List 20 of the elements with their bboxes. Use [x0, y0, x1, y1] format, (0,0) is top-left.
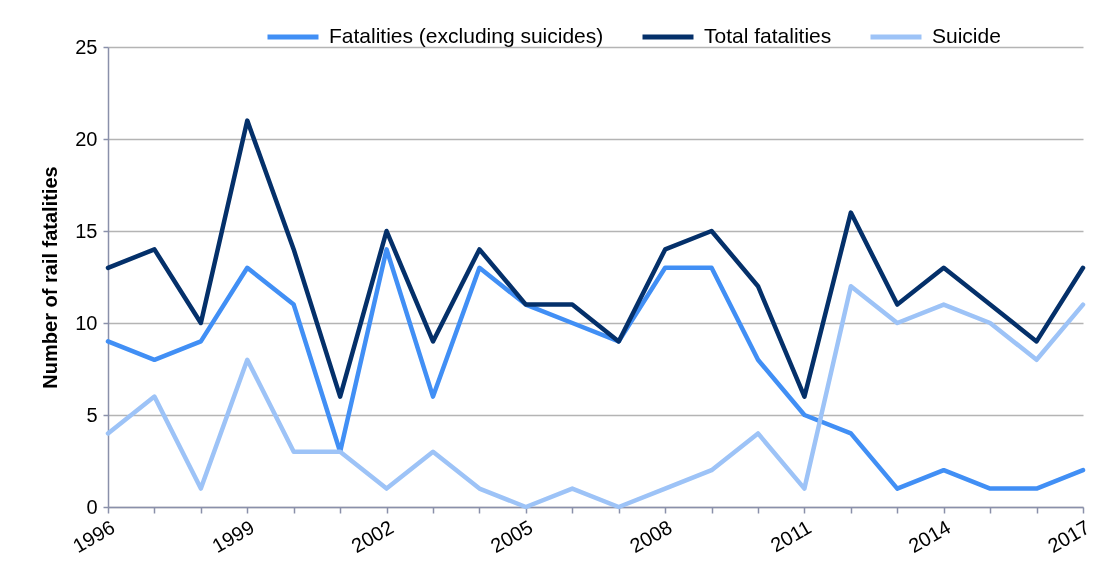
y-tick-label: 25 — [75, 35, 98, 58]
x-tick-label: 2008 — [626, 515, 676, 558]
x-tick-label: 2005 — [486, 515, 537, 558]
legend-label: Fatalities (excluding suicides) — [329, 24, 604, 47]
y-tick-label: 0 — [86, 495, 98, 518]
x-tick-label: 2002 — [347, 515, 398, 558]
x-tick-label: 2011 — [766, 515, 815, 557]
line-series — [105, 247, 1086, 491]
y-axis-title: Number of rail fatalities — [39, 166, 62, 389]
y-tick-label: 15 — [75, 219, 98, 242]
y-tick-label: 10 — [75, 311, 98, 334]
y-tick-label: 5 — [86, 403, 98, 426]
x-tick-label: 2014 — [904, 515, 955, 558]
line-series — [105, 118, 1086, 399]
x-tick-label: 2017 — [1043, 515, 1093, 558]
legend-label: Total fatalities — [704, 24, 832, 47]
x-tick-label: 1999 — [208, 515, 258, 558]
x-tick-label: 1996 — [68, 515, 119, 558]
y-tick-label: 20 — [75, 127, 98, 150]
legend-label: Suicide — [932, 24, 1001, 47]
